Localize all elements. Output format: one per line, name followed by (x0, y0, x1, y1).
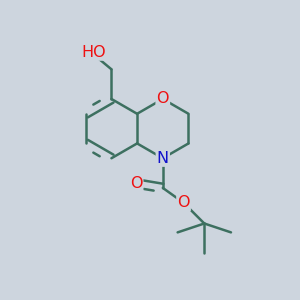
Text: HO: HO (81, 45, 106, 60)
Text: O: O (130, 176, 142, 191)
Text: N: N (157, 151, 169, 166)
Text: O: O (157, 92, 169, 106)
Text: O: O (177, 195, 190, 210)
